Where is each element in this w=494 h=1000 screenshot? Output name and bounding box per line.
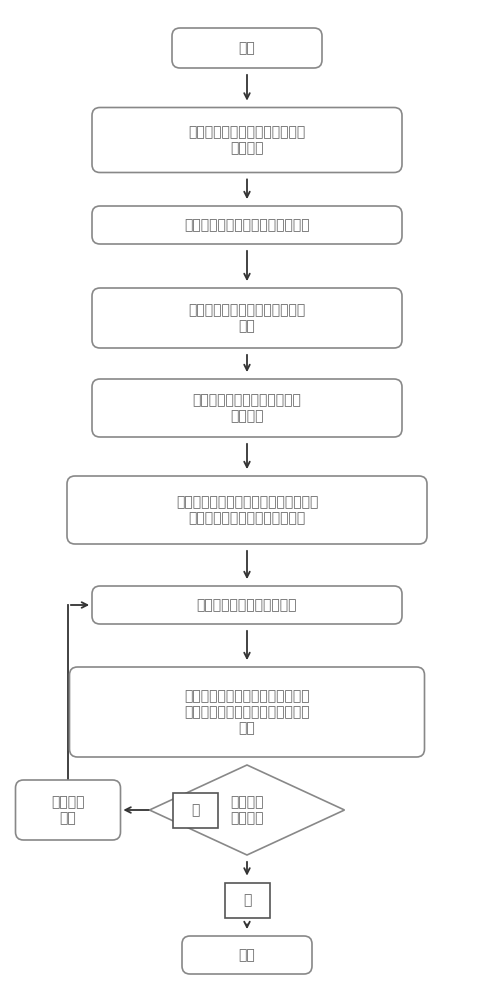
Text: 测定核态沸腾噪声，以及噪声
频谱分布: 测定核态沸腾噪声，以及噪声 频谱分布	[193, 393, 301, 423]
FancyBboxPatch shape	[70, 667, 424, 757]
Text: 否: 否	[191, 803, 199, 817]
FancyBboxPatch shape	[67, 476, 427, 544]
Text: 调整影响
因子: 调整影响 因子	[51, 795, 85, 825]
FancyBboxPatch shape	[15, 780, 121, 840]
Text: 测定多孔材料在液体中的导热系数: 测定多孔材料在液体中的导热系数	[184, 218, 310, 232]
FancyBboxPatch shape	[172, 28, 322, 68]
Text: 是: 是	[243, 893, 251, 907]
Text: 根据用户对于节能降噪两方面的不同要
求，选取热能、声能影响因子。: 根据用户对于节能降噪两方面的不同要 求，选取热能、声能影响因子。	[176, 495, 318, 525]
FancyBboxPatch shape	[92, 586, 402, 624]
Text: 测定多孔材料在不同频率范围的
吸声系数: 测定多孔材料在不同频率范围的 吸声系数	[188, 125, 306, 155]
Bar	[224, 882, 270, 918]
Text: 将多孔材料固定于沸腾池底部与加
热面紧密接触，测量其噪声与导热
系数: 将多孔材料固定于沸腾池底部与加 热面紧密接触，测量其噪声与导热 系数	[184, 689, 310, 735]
Text: 结束: 结束	[239, 948, 255, 962]
Text: 测定核态池沸腾导热系数和换热
面积: 测定核态池沸腾导热系数和换热 面积	[188, 303, 306, 333]
FancyBboxPatch shape	[92, 206, 402, 244]
Bar	[172, 792, 217, 828]
Text: 是否满足
用户需求: 是否满足 用户需求	[230, 795, 264, 825]
Polygon shape	[150, 765, 344, 855]
Text: 综合选择最佳多孔材料参数: 综合选择最佳多孔材料参数	[197, 598, 297, 612]
Text: 开始: 开始	[239, 41, 255, 55]
FancyBboxPatch shape	[182, 936, 312, 974]
FancyBboxPatch shape	[92, 107, 402, 172]
FancyBboxPatch shape	[92, 379, 402, 437]
FancyBboxPatch shape	[92, 288, 402, 348]
